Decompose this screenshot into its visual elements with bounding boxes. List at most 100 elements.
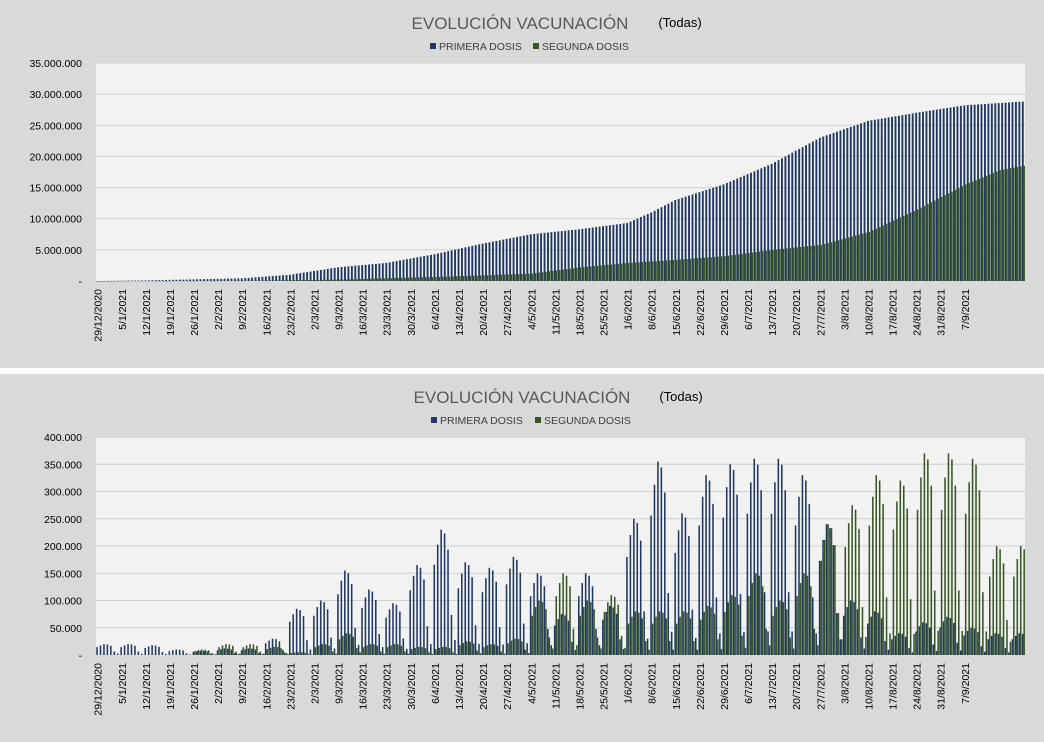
bar-primera [660, 467, 663, 655]
bar-segunda [452, 652, 454, 655]
bar-segunda [816, 645, 819, 655]
bar-segunda [314, 647, 317, 655]
bar-segunda [338, 639, 341, 655]
bar-primera [691, 609, 694, 655]
x-tick-label: 5/1/2021 [117, 663, 129, 704]
bar-primera [946, 108, 949, 281]
bar-primera [182, 650, 184, 655]
bar-primera [161, 651, 164, 655]
bar-primera [846, 128, 849, 281]
bar-segunda [276, 647, 279, 655]
bar-segunda [775, 249, 778, 281]
bar-primera [736, 494, 738, 655]
bar-primera [808, 143, 811, 281]
daily-chart-panel: EVOLUCIÓN VACUNACIÓN (Todas) PRIMERA DOS… [0, 374, 1044, 742]
bar-segunda [954, 485, 957, 655]
bar-segunda [765, 628, 767, 655]
bar-primera [591, 227, 594, 281]
bar-segunda [204, 649, 207, 655]
bar-primera [443, 251, 446, 281]
bar-primera [543, 232, 546, 281]
bar-segunda [352, 279, 355, 281]
bar-segunda [985, 175, 988, 281]
bar-primera [701, 496, 704, 655]
bar-primera [777, 160, 780, 281]
bar-primera [216, 278, 219, 281]
bar-segunda [541, 272, 544, 281]
bar-primera [168, 279, 171, 281]
bar-primera [509, 568, 511, 655]
bar-primera [808, 503, 811, 655]
bar-primera [237, 278, 240, 281]
bar-segunda [885, 223, 888, 281]
bar-primera [247, 277, 250, 281]
bar-segunda [710, 607, 712, 655]
bar-segunda [324, 279, 327, 281]
bar-primera [818, 560, 821, 655]
bar-segunda [658, 611, 661, 655]
bar-segunda [445, 276, 447, 281]
bar-primera [629, 221, 632, 281]
bar-segunda [847, 523, 850, 655]
y-tick-label: 20.000.000 [29, 151, 82, 163]
bar-primera [922, 111, 924, 281]
bar-segunda [465, 275, 468, 281]
bar-segunda [933, 200, 936, 281]
bar-primera [970, 627, 972, 655]
x-tick-label: 18/5/2021 [574, 663, 586, 710]
bar-primera [113, 280, 116, 282]
bar-primera [708, 188, 711, 281]
bar-segunda [668, 260, 671, 281]
bar-primera [811, 597, 814, 655]
bar-segunda [466, 641, 468, 655]
bar-primera [516, 559, 518, 655]
bar-primera [884, 641, 886, 655]
bar-primera [423, 256, 426, 281]
bar-primera [471, 245, 474, 281]
bar-primera [880, 618, 883, 655]
bar-primera [822, 136, 825, 281]
bar-primera [567, 620, 570, 655]
bar-primera [639, 540, 642, 655]
bar-segunda [961, 630, 964, 655]
bar-segunda [1016, 167, 1019, 281]
bar-primera [213, 278, 216, 281]
x-tick-label: 31/8/2021 [936, 663, 948, 710]
bar-primera [897, 633, 900, 655]
bar-segunda [472, 275, 475, 281]
bar-primera [653, 210, 656, 281]
bar-primera [412, 575, 415, 655]
bar-segunda [620, 263, 623, 281]
bar-primera [746, 174, 749, 281]
bar-primera [873, 611, 876, 655]
bar-segunda [871, 230, 874, 281]
bar-segunda [407, 277, 410, 281]
bar-segunda [944, 477, 946, 655]
cumulative-chart: EVOLUCIÓN VACUNACIÓN (Todas) PRIMERA DOS… [29, 14, 1025, 342]
bar-segunda [303, 280, 306, 281]
bar-segunda [417, 646, 420, 655]
bar-primera [867, 120, 869, 281]
x-tick-label: 30/3/2021 [406, 663, 418, 710]
bar-primera [302, 272, 305, 281]
bar-segunda [761, 586, 764, 655]
bar-primera [567, 230, 570, 281]
bar-segunda [469, 275, 471, 281]
bar-primera [344, 570, 346, 655]
bar-primera [918, 626, 921, 655]
bar-primera [130, 280, 133, 282]
bar-segunda [603, 265, 606, 281]
bar-primera [529, 234, 532, 281]
bar-primera [832, 132, 835, 281]
bar-primera [120, 280, 123, 282]
bar-segunda [589, 602, 592, 655]
bar-segunda [641, 618, 644, 655]
bar-primera [997, 633, 1000, 655]
bar-segunda [300, 280, 303, 281]
bar-primera [877, 612, 879, 655]
bar-segunda [355, 648, 358, 655]
bar-segunda [803, 573, 805, 655]
bar-primera [608, 605, 611, 655]
bar-primera [196, 279, 198, 281]
x-tick-label: 9/3/2021 [334, 663, 346, 704]
